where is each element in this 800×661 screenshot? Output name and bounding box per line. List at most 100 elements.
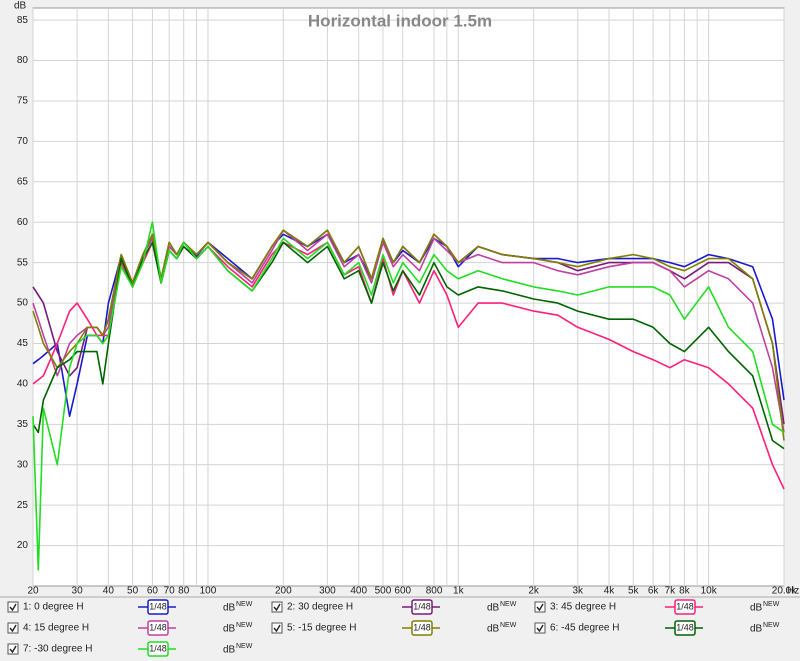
x-tick-label: 100 (200, 586, 217, 597)
lines (32, 221, 785, 571)
x-tick-label: 5k (628, 586, 640, 597)
unit-tag: NEW (763, 622, 780, 629)
smoothing-box[interactable] (674, 599, 696, 615)
x-tick-label: 3k (572, 586, 584, 597)
series-line (32, 221, 785, 571)
y-tick-label: 65 (17, 176, 29, 187)
x-tick-label: 800 (426, 586, 443, 597)
legend-label: 5: -15 degree H (287, 623, 357, 634)
unit-tag: NEW (763, 601, 780, 608)
unit-tag: NEW (236, 643, 253, 650)
y-tick-label: 70 (17, 136, 29, 147)
x-tick-label: 30 (72, 586, 84, 597)
y-tick-label: 30 (17, 459, 29, 470)
x-tick-label: 60 (147, 586, 159, 597)
legend-label: 2: 30 degree H (287, 602, 353, 613)
legend-item[interactable]: 1: 0 degree H 1/48 dB NEW (7, 599, 253, 615)
x-tick-label: 80 (178, 586, 190, 597)
legend-label: 6: -45 degree H (550, 623, 620, 634)
smoothing-label: 1/48 (149, 601, 167, 611)
legend-check (9, 645, 17, 654)
legend-item[interactable]: 6: -45 degree H 1/48 dB NEW (534, 620, 780, 636)
legend-check (536, 603, 544, 612)
x-tick-label: 1k (453, 586, 465, 597)
legend-check (9, 603, 17, 612)
unit-label[interactable]: dB (487, 603, 500, 614)
legend-label: 4: 15 degree H (23, 623, 89, 634)
y-tick-label: 85 (17, 15, 29, 26)
legend-checkbox[interactable] (7, 622, 19, 634)
x-tick-label: 4k (604, 586, 616, 597)
y-tick-label: 35 (17, 419, 29, 430)
smoothing-label: 1/48 (676, 601, 694, 611)
x-tick-label: 600 (394, 586, 411, 597)
legend-checkbox[interactable] (534, 622, 546, 634)
x-tick-label: 50 (127, 586, 139, 597)
unit-tag: NEW (500, 622, 517, 629)
x-tick-label: 200 (275, 586, 292, 597)
y-tick-label: 80 (17, 55, 29, 66)
y-tick-label: 75 (17, 96, 29, 107)
x-tick-label: 8k (679, 586, 691, 597)
smoothing-label: 1/48 (413, 622, 431, 632)
unit-label[interactable]: dB (223, 603, 236, 614)
legend-checkbox[interactable] (534, 601, 546, 613)
smoothing-box[interactable] (411, 599, 433, 615)
unit-label[interactable]: dB (750, 603, 763, 614)
legend-checkbox[interactable] (271, 622, 283, 634)
legend-item[interactable]: 2: 30 degree H 1/48 dB NEW (271, 599, 517, 615)
smoothing-label: 1/48 (149, 643, 167, 653)
y-unit: dB (14, 1, 27, 12)
x-tick-label: 400 (350, 586, 367, 597)
legend-label: 3: 45 degree H (550, 602, 616, 613)
plot-area (32, 7, 785, 587)
legend-check (273, 603, 281, 612)
y-tick-label: 40 (17, 379, 29, 390)
smoothing-box[interactable] (411, 620, 433, 636)
smoothing-label: 1/48 (413, 601, 431, 611)
legend-item[interactable]: 4: 15 degree H 1/48 dB NEW (7, 620, 253, 636)
legend-item[interactable]: 3: 45 degree H 1/48 dB NEW (534, 599, 780, 615)
y-tick-label: 55 (17, 257, 29, 268)
grid (32, 8, 785, 586)
series-line (32, 229, 785, 433)
smoothing-box[interactable] (674, 620, 696, 636)
legend-checkbox[interactable] (7, 601, 19, 613)
x-tick-label: 300 (319, 586, 336, 597)
legend-check (273, 624, 281, 633)
unit-label[interactable]: dB (223, 645, 236, 656)
legend-item[interactable]: 5: -15 degree H 1/48 dB NEW (271, 620, 517, 636)
y-tick-label: 25 (17, 500, 29, 511)
smoothing-label: 1/48 (149, 622, 167, 632)
unit-tag: NEW (236, 601, 253, 608)
legend-checkbox[interactable] (271, 601, 283, 613)
x-tick-label: 2k (528, 586, 540, 597)
legend-item[interactable]: 7: -30 degree H 1/48 dB NEW (7, 641, 253, 657)
smoothing-box[interactable] (147, 599, 169, 615)
legend-label: 1: 0 degree H (23, 602, 84, 613)
series-line (32, 229, 785, 441)
x-tick-label: 20 (27, 586, 39, 597)
y-tick-label: 50 (17, 298, 29, 309)
y-tick-label: 45 (17, 338, 29, 349)
x-tick-label: 70 (164, 586, 176, 597)
legend-check (536, 624, 544, 633)
unit-label[interactable]: dB (223, 624, 236, 635)
legend-checkbox[interactable] (7, 643, 19, 655)
smoothing-label: 1/48 (676, 622, 694, 632)
unit-label[interactable]: dB (487, 624, 500, 635)
y-tick-label: 20 (17, 540, 29, 551)
smoothing-box[interactable] (147, 641, 169, 657)
x-tick-label: 7k (665, 586, 677, 597)
smoothing-box[interactable] (147, 620, 169, 636)
legend: 1: 0 degree H 1/48 dB NEW 2: 30 degree H 1/48… (7, 599, 780, 657)
unit-tag: NEW (236, 622, 253, 629)
x-tick-label: 40 (103, 586, 115, 597)
chart-title: Horizontal indoor 1.5m (308, 11, 492, 30)
x-unit: Hz (787, 586, 799, 597)
x-tick-label: 500 (375, 586, 392, 597)
unit-tag: NEW (500, 601, 517, 608)
unit-label[interactable]: dB (750, 624, 763, 635)
